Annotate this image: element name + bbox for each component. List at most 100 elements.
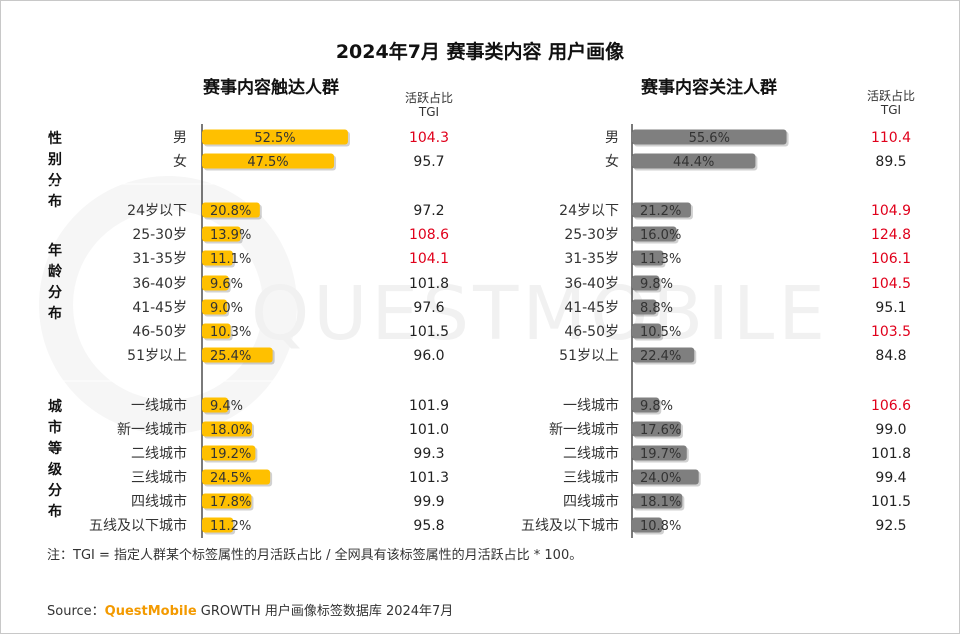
bar-follow (632, 469, 699, 485)
value-label: 9.4% (210, 399, 243, 414)
row-label: 三线城市 (563, 469, 619, 486)
row-label: 男 (173, 130, 187, 146)
bar-reach (202, 517, 234, 533)
source-text: GROWTH 用户画像标签数据库 2024年7月 (196, 604, 454, 619)
value-label: 52.5% (254, 131, 295, 146)
tgi-value: 95.8 (413, 518, 444, 534)
row-label: 新一线城市 (117, 421, 187, 438)
panel-title-reach: 赛事内容触达人群 (203, 78, 339, 98)
bar-reach (202, 323, 231, 339)
value-label: 21.2% (640, 204, 681, 219)
bar-follow (632, 517, 663, 533)
share-header-label: 活跃占比 (866, 89, 915, 103)
row-label: 四线城市 (131, 493, 187, 510)
value-label: 11.2% (210, 519, 251, 534)
bar-follow (632, 421, 681, 437)
row-label: 46-50岁 (564, 324, 619, 340)
bar-reach (202, 299, 228, 315)
tgi-value: 103.5 (871, 324, 911, 340)
tgi-value: 101.9 (409, 398, 449, 414)
tgi-value: 108.6 (409, 227, 449, 243)
bar-reach (202, 153, 335, 169)
row-label: 25-30岁 (564, 227, 619, 243)
row-label: 51岁以上 (559, 348, 619, 364)
value-label: 18.0% (210, 423, 251, 438)
bar-reach (202, 469, 271, 485)
tgi-header-label: TGI (418, 105, 440, 119)
tgi-value: 99.0 (875, 422, 906, 438)
value-label: 8.8% (640, 301, 673, 316)
tgi-value: 97.6 (413, 300, 444, 316)
tgi-value: 124.8 (871, 227, 911, 243)
tgi-value: 84.8 (875, 348, 906, 364)
value-label: 20.8% (210, 204, 251, 219)
tgi-value: 101.5 (409, 324, 449, 340)
bar-follow (632, 250, 664, 266)
row-label: 31-35岁 (132, 251, 187, 267)
tgi-value: 104.9 (871, 203, 911, 219)
category-label-age: 年龄分布 (48, 243, 62, 322)
row-label: 24岁以下 (559, 203, 619, 219)
row-label: 41-45岁 (132, 300, 187, 316)
row-label: 女 (173, 153, 187, 170)
tgi-value: 101.8 (409, 276, 449, 292)
value-label: 17.6% (640, 423, 681, 438)
tgi-value: 99.3 (413, 446, 444, 462)
row-label: 五线及以下城市 (521, 517, 619, 534)
watermark-text: QUESTMOBILE (251, 271, 830, 357)
value-label: 19.7% (640, 447, 681, 462)
bar-follow (632, 347, 695, 363)
bar-follow (632, 323, 662, 339)
panel-title-follow: 赛事内容关注人群 (641, 78, 777, 98)
tgi-value: 96.0 (413, 348, 444, 364)
tgi-value: 101.0 (409, 422, 449, 438)
value-label: 18.1% (640, 495, 681, 510)
bar-reach (202, 202, 260, 218)
tgi-value: 99.9 (413, 494, 444, 510)
footnote: 注：TGI = 指定人群某个标签属性的月活跃占比 / 全网具有该标签属性的月活跃… (47, 548, 583, 563)
tgi-value: 104.5 (871, 276, 911, 292)
bar-reach (202, 347, 273, 363)
tgi-value: 89.5 (875, 154, 906, 170)
value-label: 17.8% (210, 495, 251, 510)
value-label: 25.4% (210, 349, 251, 364)
row-label: 五线及以下城市 (89, 517, 187, 534)
value-label: 10.3% (210, 325, 251, 340)
bar-reach (202, 397, 229, 413)
tgi-header-follow: 活跃占比 TGI (855, 89, 927, 117)
row-label: 新一线城市 (549, 421, 619, 438)
bar-follow (632, 226, 677, 242)
value-label: 24.0% (640, 471, 681, 486)
bar-follow (632, 299, 657, 315)
row-label: 36-40岁 (564, 276, 619, 292)
source-brand: QuestMobile (104, 604, 197, 619)
share-header-label: 活跃占比 (404, 91, 453, 105)
chart-title: 2024年7月 赛事类内容 用户画像 (335, 41, 625, 63)
value-label: 47.5% (247, 155, 288, 170)
tgi-value: 106.6 (871, 398, 911, 414)
bar-reach (202, 226, 241, 242)
value-label: 55.6% (689, 131, 730, 146)
row-label: 36-40岁 (132, 276, 187, 292)
bar-follow (632, 153, 756, 169)
tgi-value: 104.3 (409, 130, 449, 146)
value-label: 10.8% (640, 519, 681, 534)
tgi-value: 99.4 (875, 470, 906, 486)
row-label: 二线城市 (131, 445, 187, 462)
bar-reach (202, 445, 256, 461)
source-prefix: Source： (47, 604, 105, 619)
row-label: 三线城市 (131, 469, 187, 486)
row-label: 女 (605, 153, 619, 170)
tgi-value: 106.1 (871, 251, 911, 267)
tgi-header-label: TGI (880, 103, 902, 117)
value-label: 44.4% (673, 155, 714, 170)
tgi-value: 95.7 (413, 154, 444, 170)
row-label: 男 (605, 130, 619, 146)
bar-follow (632, 129, 787, 145)
row-label: 46-50岁 (132, 324, 187, 340)
row-label: 一线城市 (131, 397, 187, 414)
bar-reach (202, 493, 252, 509)
value-label: 9.8% (640, 399, 673, 414)
